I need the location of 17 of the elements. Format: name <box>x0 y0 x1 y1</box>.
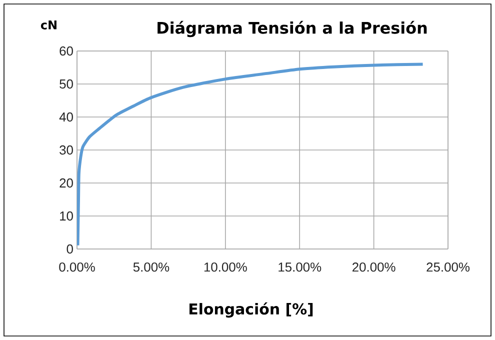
y-tick-label: 50 <box>60 79 73 89</box>
line-series <box>77 62 424 247</box>
x-tick-label: 0.00% <box>59 262 95 272</box>
x-axis-title: Elongación [%] <box>190 302 313 318</box>
y-tick-label: 10 <box>60 211 73 221</box>
x-tick-label: 25.00% <box>426 262 470 272</box>
y-tick-label: 0 <box>66 244 73 254</box>
y-tick-label: 20 <box>60 178 73 188</box>
y-tick-label: 30 <box>60 145 73 155</box>
chart-title: Diágrama Tensión a la Presión <box>158 20 427 38</box>
y-axis-title: cN <box>40 20 56 30</box>
y-tick-label: 40 <box>59 112 73 122</box>
y-tick-label: 60 <box>60 46 73 56</box>
x-tick-label: 15.00% <box>278 262 322 272</box>
x-tick-label: 5.00% <box>133 262 170 272</box>
x-tick-label: 20.00% <box>352 262 396 272</box>
x-tick-label: 10.00% <box>204 262 247 272</box>
